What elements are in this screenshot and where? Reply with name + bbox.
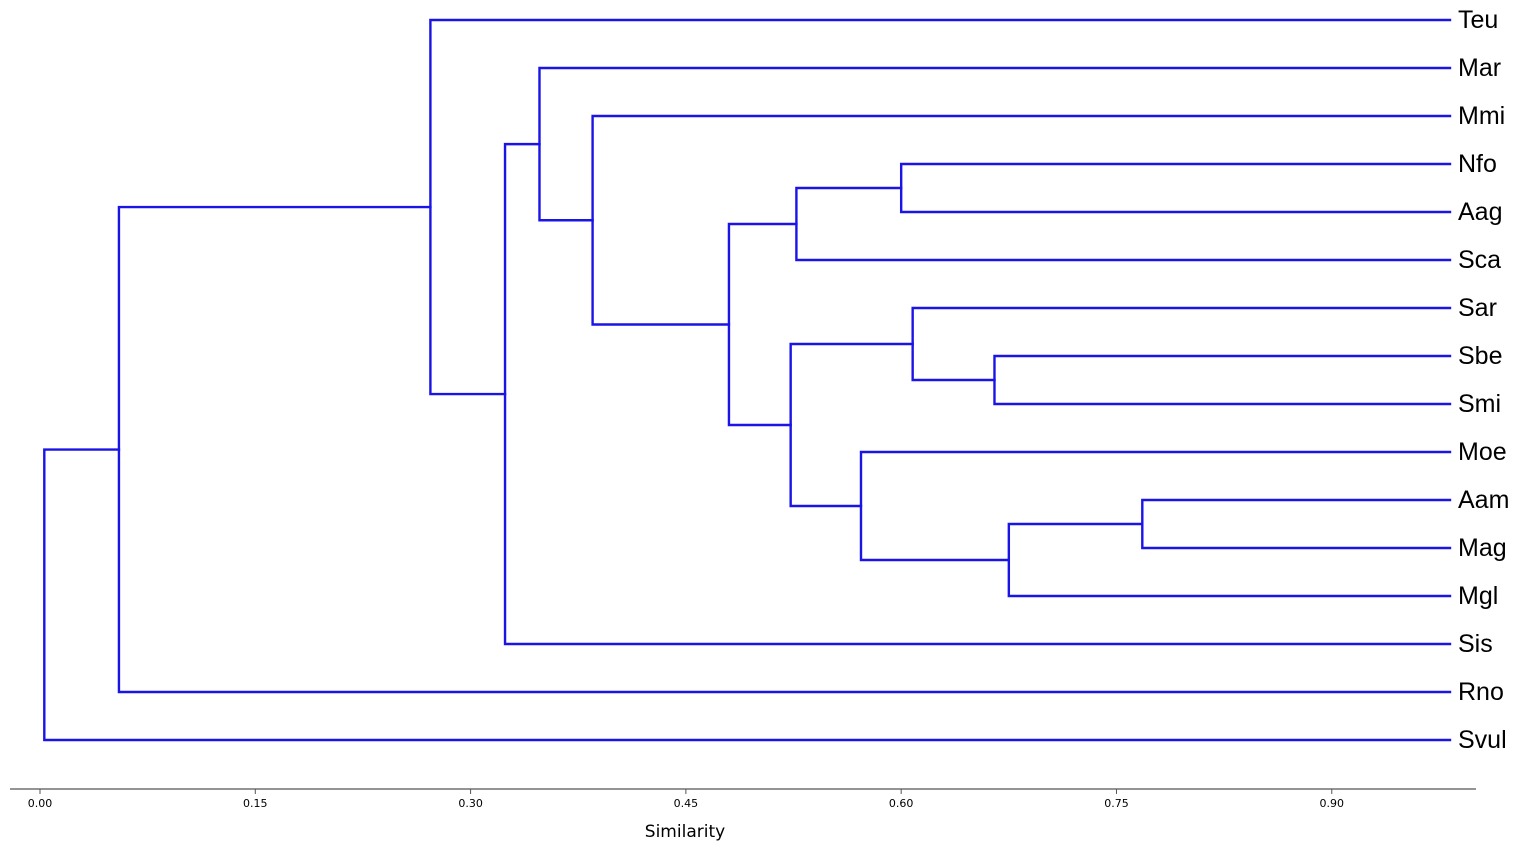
x-tick-label: 0.15 xyxy=(243,797,268,810)
leaf-label-sar: Sar xyxy=(1458,294,1497,322)
x-axis: 0.00 0.15 0.30 0.45 0.60 0.75 0.90 Similarity xyxy=(10,788,1476,842)
x-tick-label: 0.60 xyxy=(889,797,914,810)
leaf-label-sis: Sis xyxy=(1458,630,1493,658)
leaf-labels: Teu Mar Mmi Nfo Aag Sca Sar Sbe Smi Moe Aam Mag Mgl S… xyxy=(1458,6,1509,754)
leaf-label-smi: Smi xyxy=(1458,390,1501,418)
branch-n5 xyxy=(1141,498,1452,550)
leaf-label-teu: Teu xyxy=(1458,6,1498,34)
branch-n11 xyxy=(538,66,1452,222)
x-tick-label: 0.30 xyxy=(458,797,483,810)
dendrogram-branches xyxy=(43,18,1452,742)
branch-n4 xyxy=(911,306,1452,382)
leaf-label-mag: Mag xyxy=(1458,534,1507,562)
x-axis-ticks: 0.00 0.15 0.30 0.45 0.60 0.75 0.90 xyxy=(28,789,1344,810)
branch-n10 xyxy=(591,114,1452,326)
leaf-label-aag: Aag xyxy=(1458,198,1502,226)
branch-n12 xyxy=(503,142,1452,646)
leaf-label-mmi: Mmi xyxy=(1458,102,1505,130)
branch-n15 xyxy=(43,448,1452,742)
leaf-label-aam: Aam xyxy=(1458,486,1509,514)
branch-n3 xyxy=(993,354,1452,406)
leaf-label-moe: Moe xyxy=(1458,438,1507,466)
branch-n2 xyxy=(795,186,1452,262)
branch-n8 xyxy=(789,342,914,508)
x-tick-label: 0.00 xyxy=(28,797,53,810)
x-tick-label: 0.90 xyxy=(1320,797,1345,810)
branch-n9 xyxy=(727,222,798,427)
branch-n7 xyxy=(859,450,1452,562)
leaf-label-sbe: Sbe xyxy=(1458,342,1502,370)
leaf-label-svul: Svul xyxy=(1458,726,1507,754)
x-tick-label: 0.75 xyxy=(1104,797,1129,810)
leaf-label-mgl: Mgl xyxy=(1458,582,1498,610)
leaf-label-nfo: Nfo xyxy=(1458,150,1497,178)
leaf-label-sca: Sca xyxy=(1458,246,1501,274)
branch-n6 xyxy=(1007,522,1452,598)
x-tick-label: 0.45 xyxy=(674,797,699,810)
branch-n1 xyxy=(899,162,1452,214)
leaf-label-rno: Rno xyxy=(1458,678,1504,706)
branch-n14 xyxy=(117,205,1452,694)
x-axis-title: Similarity xyxy=(645,822,725,842)
leaf-label-mar: Mar xyxy=(1458,54,1501,82)
branch-n13 xyxy=(429,18,1452,396)
